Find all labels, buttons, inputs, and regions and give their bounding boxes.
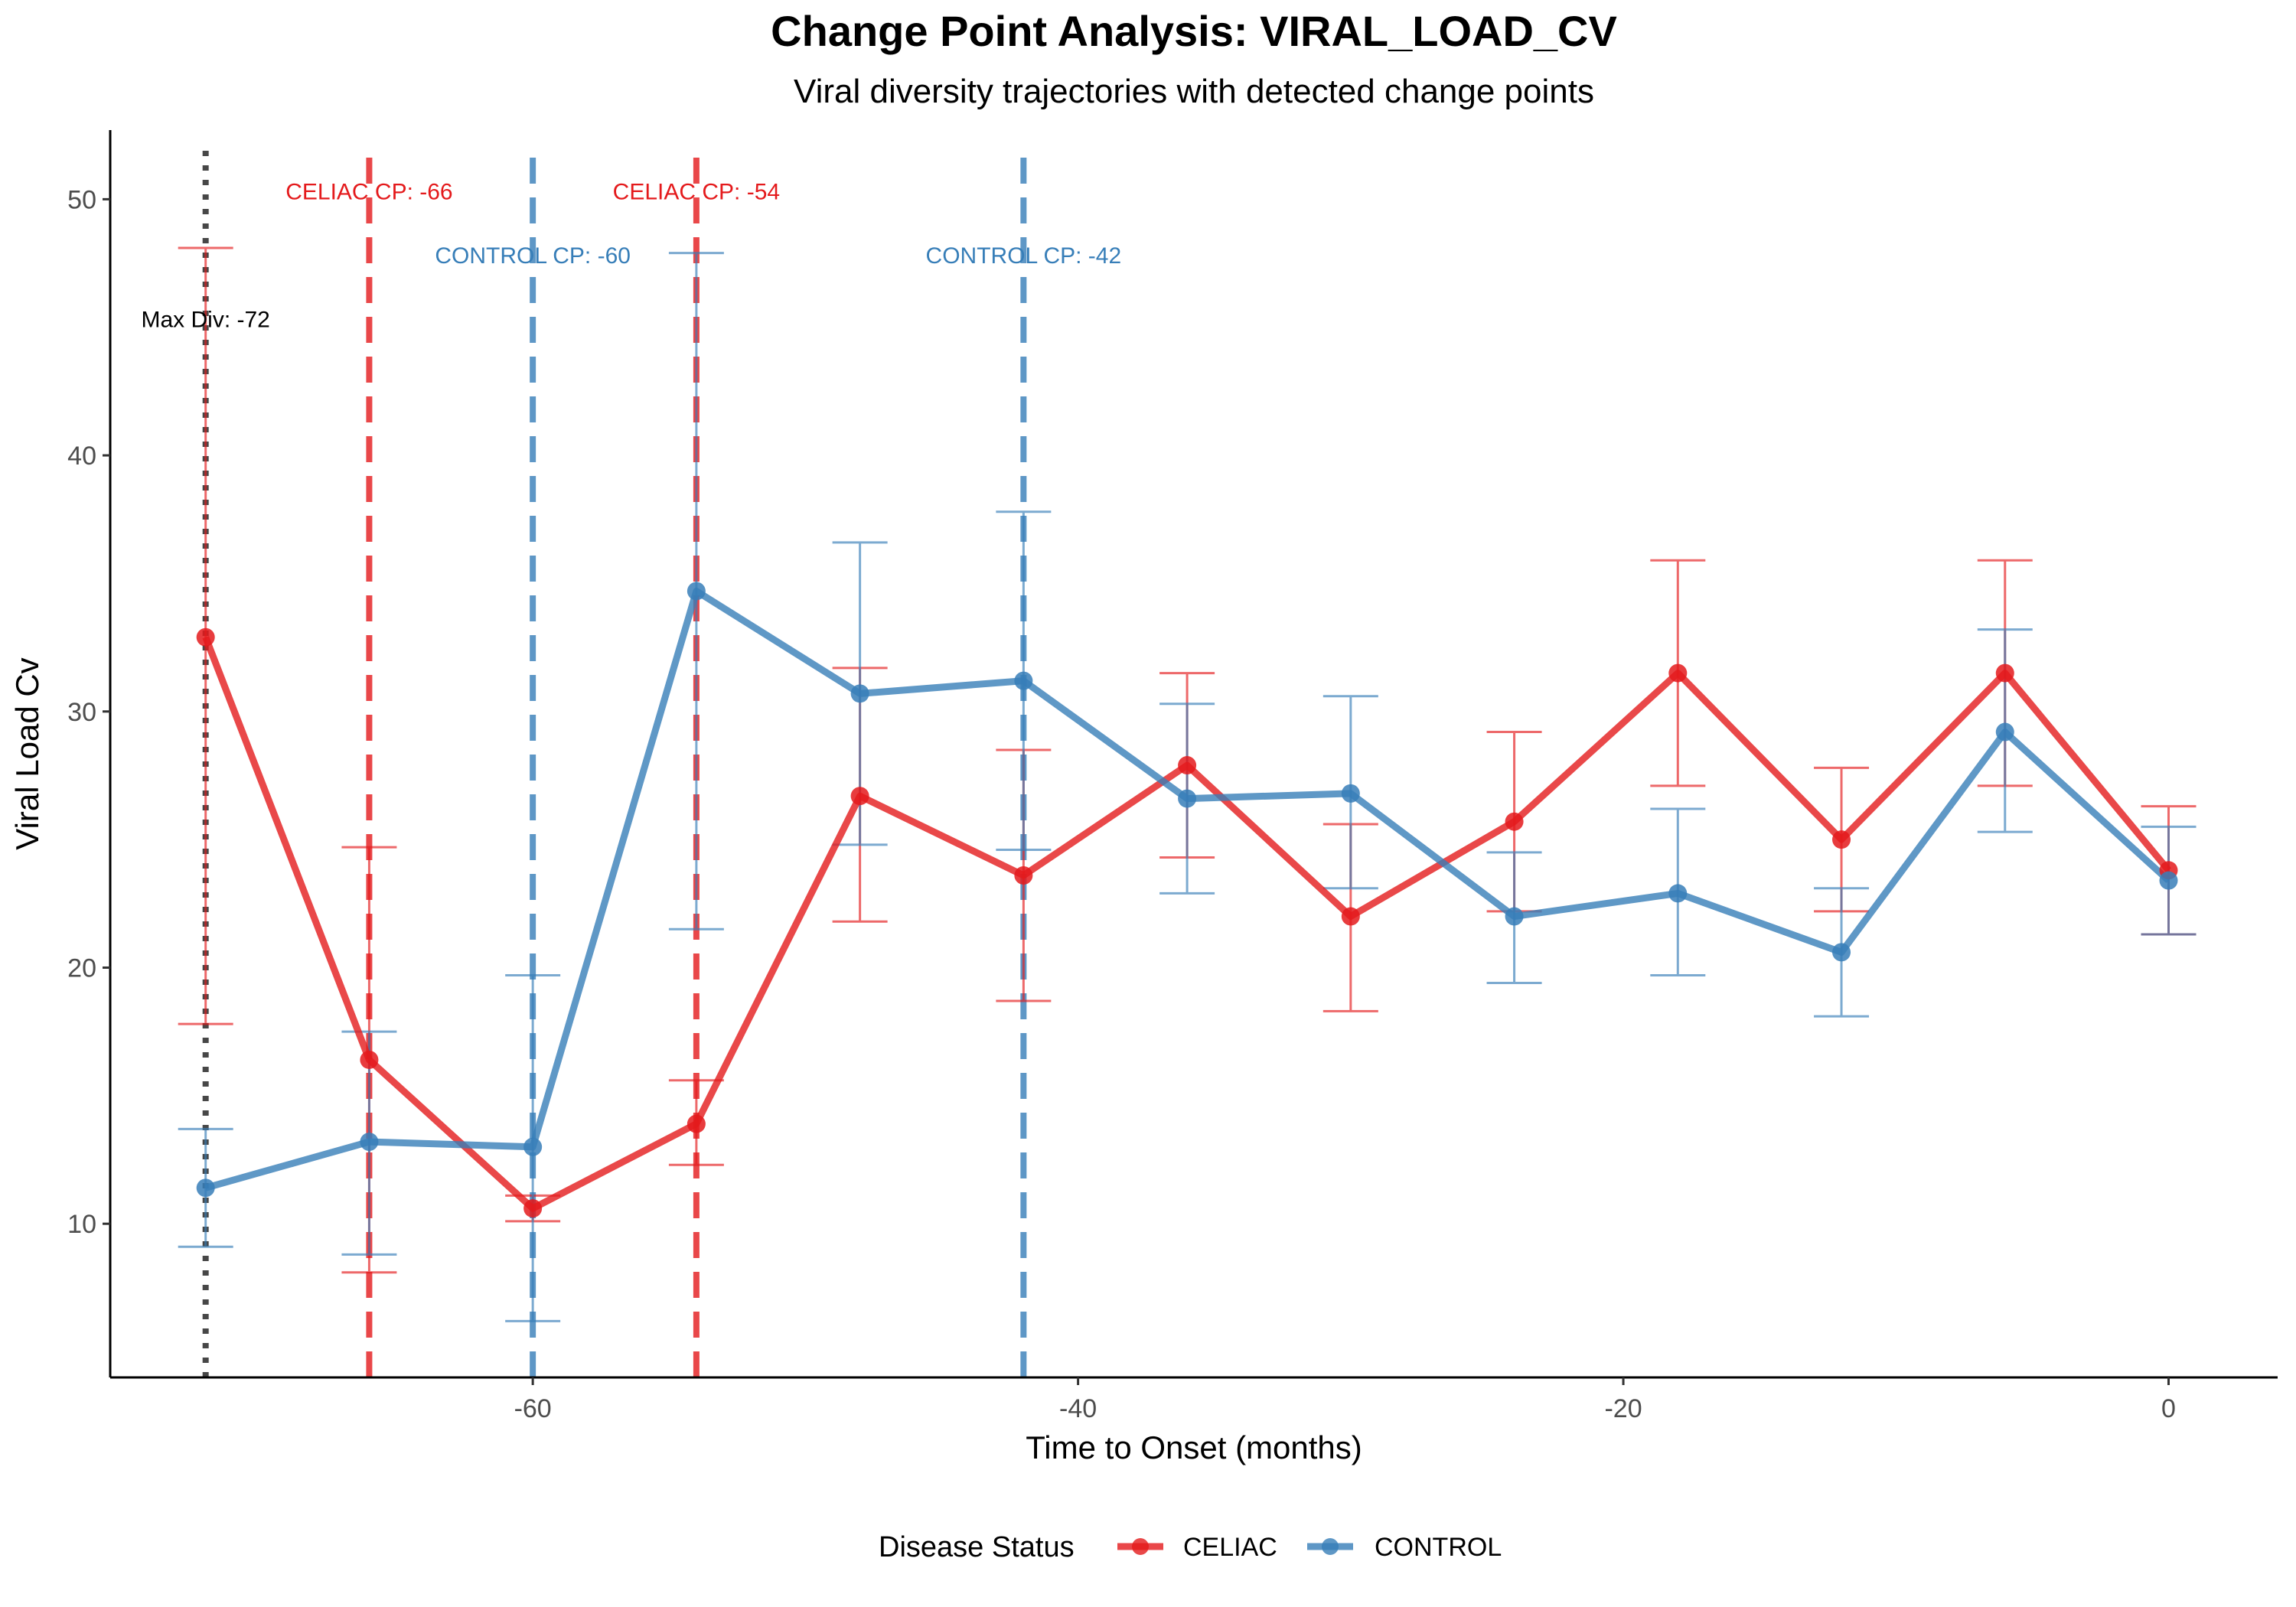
y-tick-label: 50 — [67, 185, 96, 214]
x-axis-title: Time to Onset (months) — [1026, 1429, 1362, 1465]
point-control-5 — [1014, 671, 1033, 690]
point-celiac-5 — [1014, 865, 1033, 885]
legend-item-control: CONTROL — [1307, 1533, 1502, 1562]
point-control-9 — [1668, 884, 1688, 903]
point-celiac-9 — [1668, 663, 1688, 683]
point-control-1 — [360, 1133, 379, 1152]
point-control-2 — [523, 1137, 543, 1156]
chart-title: Change Point Analysis: VIRAL_LOAD_CV — [771, 7, 1617, 55]
legend-key-celiac-point — [1132, 1538, 1149, 1555]
point-celiac-11 — [1995, 663, 2014, 683]
annotation-control-cp-60: CONTROL CP: -60 — [435, 243, 631, 269]
annotation-celiac-cp-54: CELIAC CP: -54 — [613, 179, 780, 204]
point-control-12 — [2159, 871, 2178, 890]
error-bars — [178, 246, 2197, 1322]
x-axis-ticks: -60 -40 -20 0 — [514, 1377, 2176, 1423]
x-tick-label: -60 — [514, 1394, 552, 1423]
point-celiac-6 — [1178, 756, 1197, 775]
point-celiac-4 — [850, 787, 869, 806]
point-control-4 — [850, 684, 869, 703]
y-axis-title: Viral Load Cv — [9, 657, 45, 849]
y-tick-label: 30 — [67, 698, 96, 727]
x-tick-label: 0 — [2161, 1394, 2176, 1423]
legend-title: Disease Status — [879, 1531, 1075, 1563]
y-axis-ticks: 10 20 30 40 50 — [67, 185, 110, 1239]
point-control-8 — [1505, 907, 1524, 926]
point-control-3 — [687, 582, 706, 601]
legend-label-control: CONTROL — [1375, 1533, 1502, 1562]
data-points — [196, 582, 2178, 1218]
point-celiac-10 — [1832, 830, 1851, 849]
legend-key-control-point — [1322, 1538, 1339, 1555]
chart-subtitle: Viral diversity trajectories with detect… — [794, 73, 1594, 110]
legend: Disease Status CELIAC CONTROL — [879, 1531, 1502, 1563]
x-tick-label: -20 — [1604, 1394, 1642, 1423]
y-tick-label: 10 — [67, 1210, 96, 1239]
legend-label-celiac: CELIAC — [1183, 1533, 1277, 1562]
legend-item-celiac: CELIAC — [1117, 1533, 1277, 1562]
point-celiac-3 — [687, 1114, 706, 1133]
point-control-6 — [1178, 789, 1197, 808]
point-control-7 — [1341, 784, 1360, 803]
annotations: Max Div: -72 CELIAC CP: -66 CONTROL CP: -6… — [141, 179, 1121, 332]
point-celiac-7 — [1341, 907, 1360, 926]
y-tick-label: 40 — [67, 442, 96, 471]
point-celiac-2 — [523, 1199, 543, 1218]
point-celiac-8 — [1505, 812, 1524, 831]
annotation-control-cp-42: CONTROL CP: -42 — [926, 243, 1122, 269]
point-celiac-1 — [360, 1050, 379, 1069]
point-control-0 — [196, 1178, 215, 1198]
change-point-lines — [202, 145, 1027, 1377]
annotation-celiac-cp-66: CELIAC CP: -66 — [285, 179, 452, 204]
point-control-11 — [1995, 722, 2014, 742]
point-control-10 — [1832, 943, 1851, 962]
point-celiac-0 — [196, 627, 215, 647]
annotation-max-div-72: Max Div: -72 — [141, 308, 269, 333]
x-tick-label: -40 — [1059, 1394, 1097, 1423]
y-tick-label: 20 — [67, 953, 96, 983]
